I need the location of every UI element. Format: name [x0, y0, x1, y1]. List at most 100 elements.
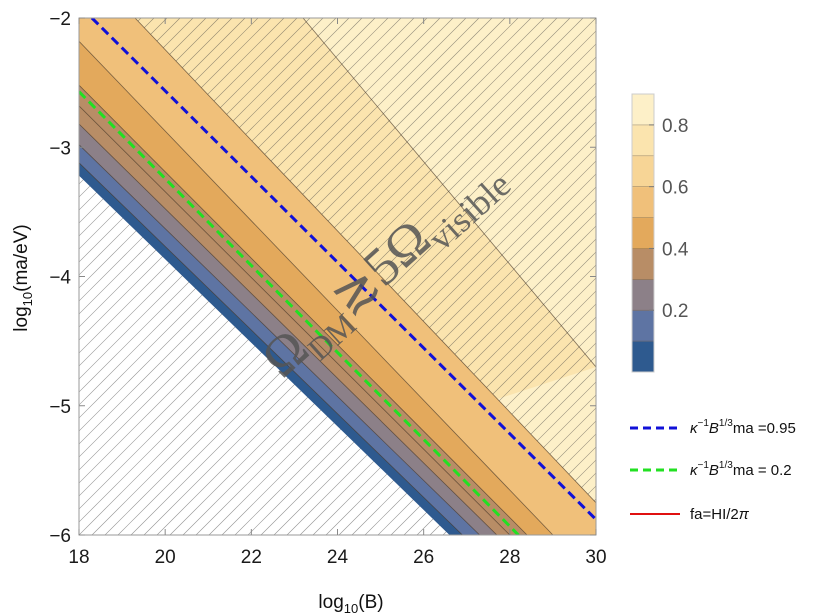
hatch-line	[716, 18, 830, 535]
x-tick-label: 20	[155, 547, 176, 568]
colorbar-tick-label: 0.4	[662, 239, 689, 260]
hatch-line	[79, 18, 324, 263]
hatch-line	[794, 18, 830, 535]
y-tick-label: −6	[49, 526, 71, 547]
series-line-1	[79, 90, 520, 535]
plot-area: ΩDM≳5Ωvisible	[78, 17, 830, 536]
contour-line	[79, 123, 498, 535]
hatch-line	[79, 18, 311, 250]
contour-line	[79, 105, 511, 535]
hatch-line	[79, 18, 350, 289]
hatch-line	[742, 18, 830, 535]
contour-line	[79, 40, 554, 535]
contour-line	[79, 84, 528, 535]
hatch-line	[273, 212, 596, 535]
hatch-line	[247, 186, 596, 535]
hatch-line	[507, 446, 596, 535]
legend-label-2: fa=HI/2π	[690, 506, 750, 523]
band-fill	[79, 18, 596, 535]
hatch-line	[234, 173, 596, 535]
hatch-line	[130, 69, 596, 535]
colorbar: 0.2 0.4 0.6 0.8	[631, 93, 689, 373]
hatch-line	[79, 18, 337, 276]
colorbar-swatch	[632, 155, 654, 188]
hatch-line	[169, 108, 596, 535]
hatch-line	[664, 18, 830, 535]
y-label-arg: (ma/eV)	[11, 224, 32, 292]
hatch-line	[572, 511, 596, 535]
colorbar-swatch	[632, 310, 654, 342]
series-lines	[79, 18, 596, 535]
contour-lines	[79, 18, 596, 535]
hatch-line	[585, 524, 596, 535]
hatch-line	[195, 134, 596, 535]
hatch-line	[820, 18, 830, 535]
hatch-line	[143, 82, 596, 535]
hatch-line	[79, 18, 363, 302]
legend-item-2: fa=HI/2π	[630, 506, 750, 523]
legend-label-0: κ−1B1/3ma =0.95	[690, 418, 796, 437]
x-tick-label: 26	[413, 547, 434, 568]
colorbar-swatch	[632, 279, 654, 311]
hatch-line	[79, 18, 428, 367]
y-axis: −6 −5 −4 −3 −2	[49, 9, 596, 547]
hatch-line	[79, 18, 376, 315]
hatch-line	[468, 407, 596, 535]
legend-item-1: κ−1B1/3ma = 0.2	[630, 460, 792, 479]
y-tick-label: −4	[49, 268, 71, 289]
colorbar-tick-label: 0.8	[662, 116, 688, 137]
contour-line	[302, 18, 596, 368]
hatch-line	[481, 420, 596, 535]
colorbar-swatch	[632, 217, 654, 249]
colorbar-frame	[631, 93, 655, 373]
y-tick-label: −2	[49, 9, 71, 30]
hatch-line	[79, 18, 415, 354]
x-tick-label: 22	[241, 547, 262, 568]
colorbar-swatch	[632, 124, 654, 157]
colorbar-swatch	[632, 341, 654, 373]
y-tick-label: −5	[49, 397, 71, 418]
x-tick-label: 24	[327, 547, 349, 568]
hatch-line	[638, 18, 830, 535]
x-tick-label: 18	[68, 547, 89, 568]
hatch-line	[221, 160, 596, 535]
x-axis-label: log10(B)	[318, 592, 383, 616]
y-axis-label: log10(ma/eV)	[11, 224, 35, 331]
hatch-line	[559, 498, 596, 535]
x-label-sub: 10	[344, 601, 358, 616]
contour-line	[79, 144, 480, 535]
hatch-line	[79, 18, 441, 380]
colorbar-tick-label: 0.2	[662, 301, 688, 322]
hatch-line	[79, 18, 402, 341]
hatch-line	[208, 147, 596, 535]
hatch-line	[755, 18, 830, 535]
y-tick-label: −3	[49, 138, 71, 159]
hatch-line	[494, 433, 596, 535]
x-axis: 18 20 22 24 26 28 30	[68, 18, 607, 568]
y-label-base: log	[11, 306, 32, 331]
colorbar-tick-label: 0.6	[662, 178, 688, 199]
hatch-line	[690, 18, 830, 535]
x-tick-label: 28	[499, 547, 520, 568]
hatch-line	[651, 18, 830, 535]
hatch-line	[156, 95, 596, 535]
hatch-line	[79, 18, 389, 328]
legend-item-0: κ−1B1/3ma =0.95	[630, 418, 796, 437]
contour-line	[134, 18, 596, 503]
contour-line	[79, 162, 463, 535]
hatch-line	[768, 18, 830, 535]
legend: κ−1B1/3ma =0.95 κ−1B1/3ma = 0.2 fa=HI/2π	[630, 418, 796, 523]
hatch-line	[807, 18, 830, 535]
series-line-0	[90, 18, 596, 521]
x-tick-label: 30	[585, 547, 606, 568]
colorbar-swatch	[632, 94, 654, 126]
legend-label-1: κ−1B1/3ma = 0.2	[690, 460, 792, 479]
x-label-arg: (B)	[358, 592, 383, 613]
colorbar-swatch	[632, 186, 654, 219]
hatch-line	[703, 18, 830, 535]
hatch-line	[260, 199, 596, 535]
colorbar-swatch	[632, 248, 654, 280]
hatch-line	[625, 18, 830, 535]
hatch-line	[729, 18, 830, 535]
